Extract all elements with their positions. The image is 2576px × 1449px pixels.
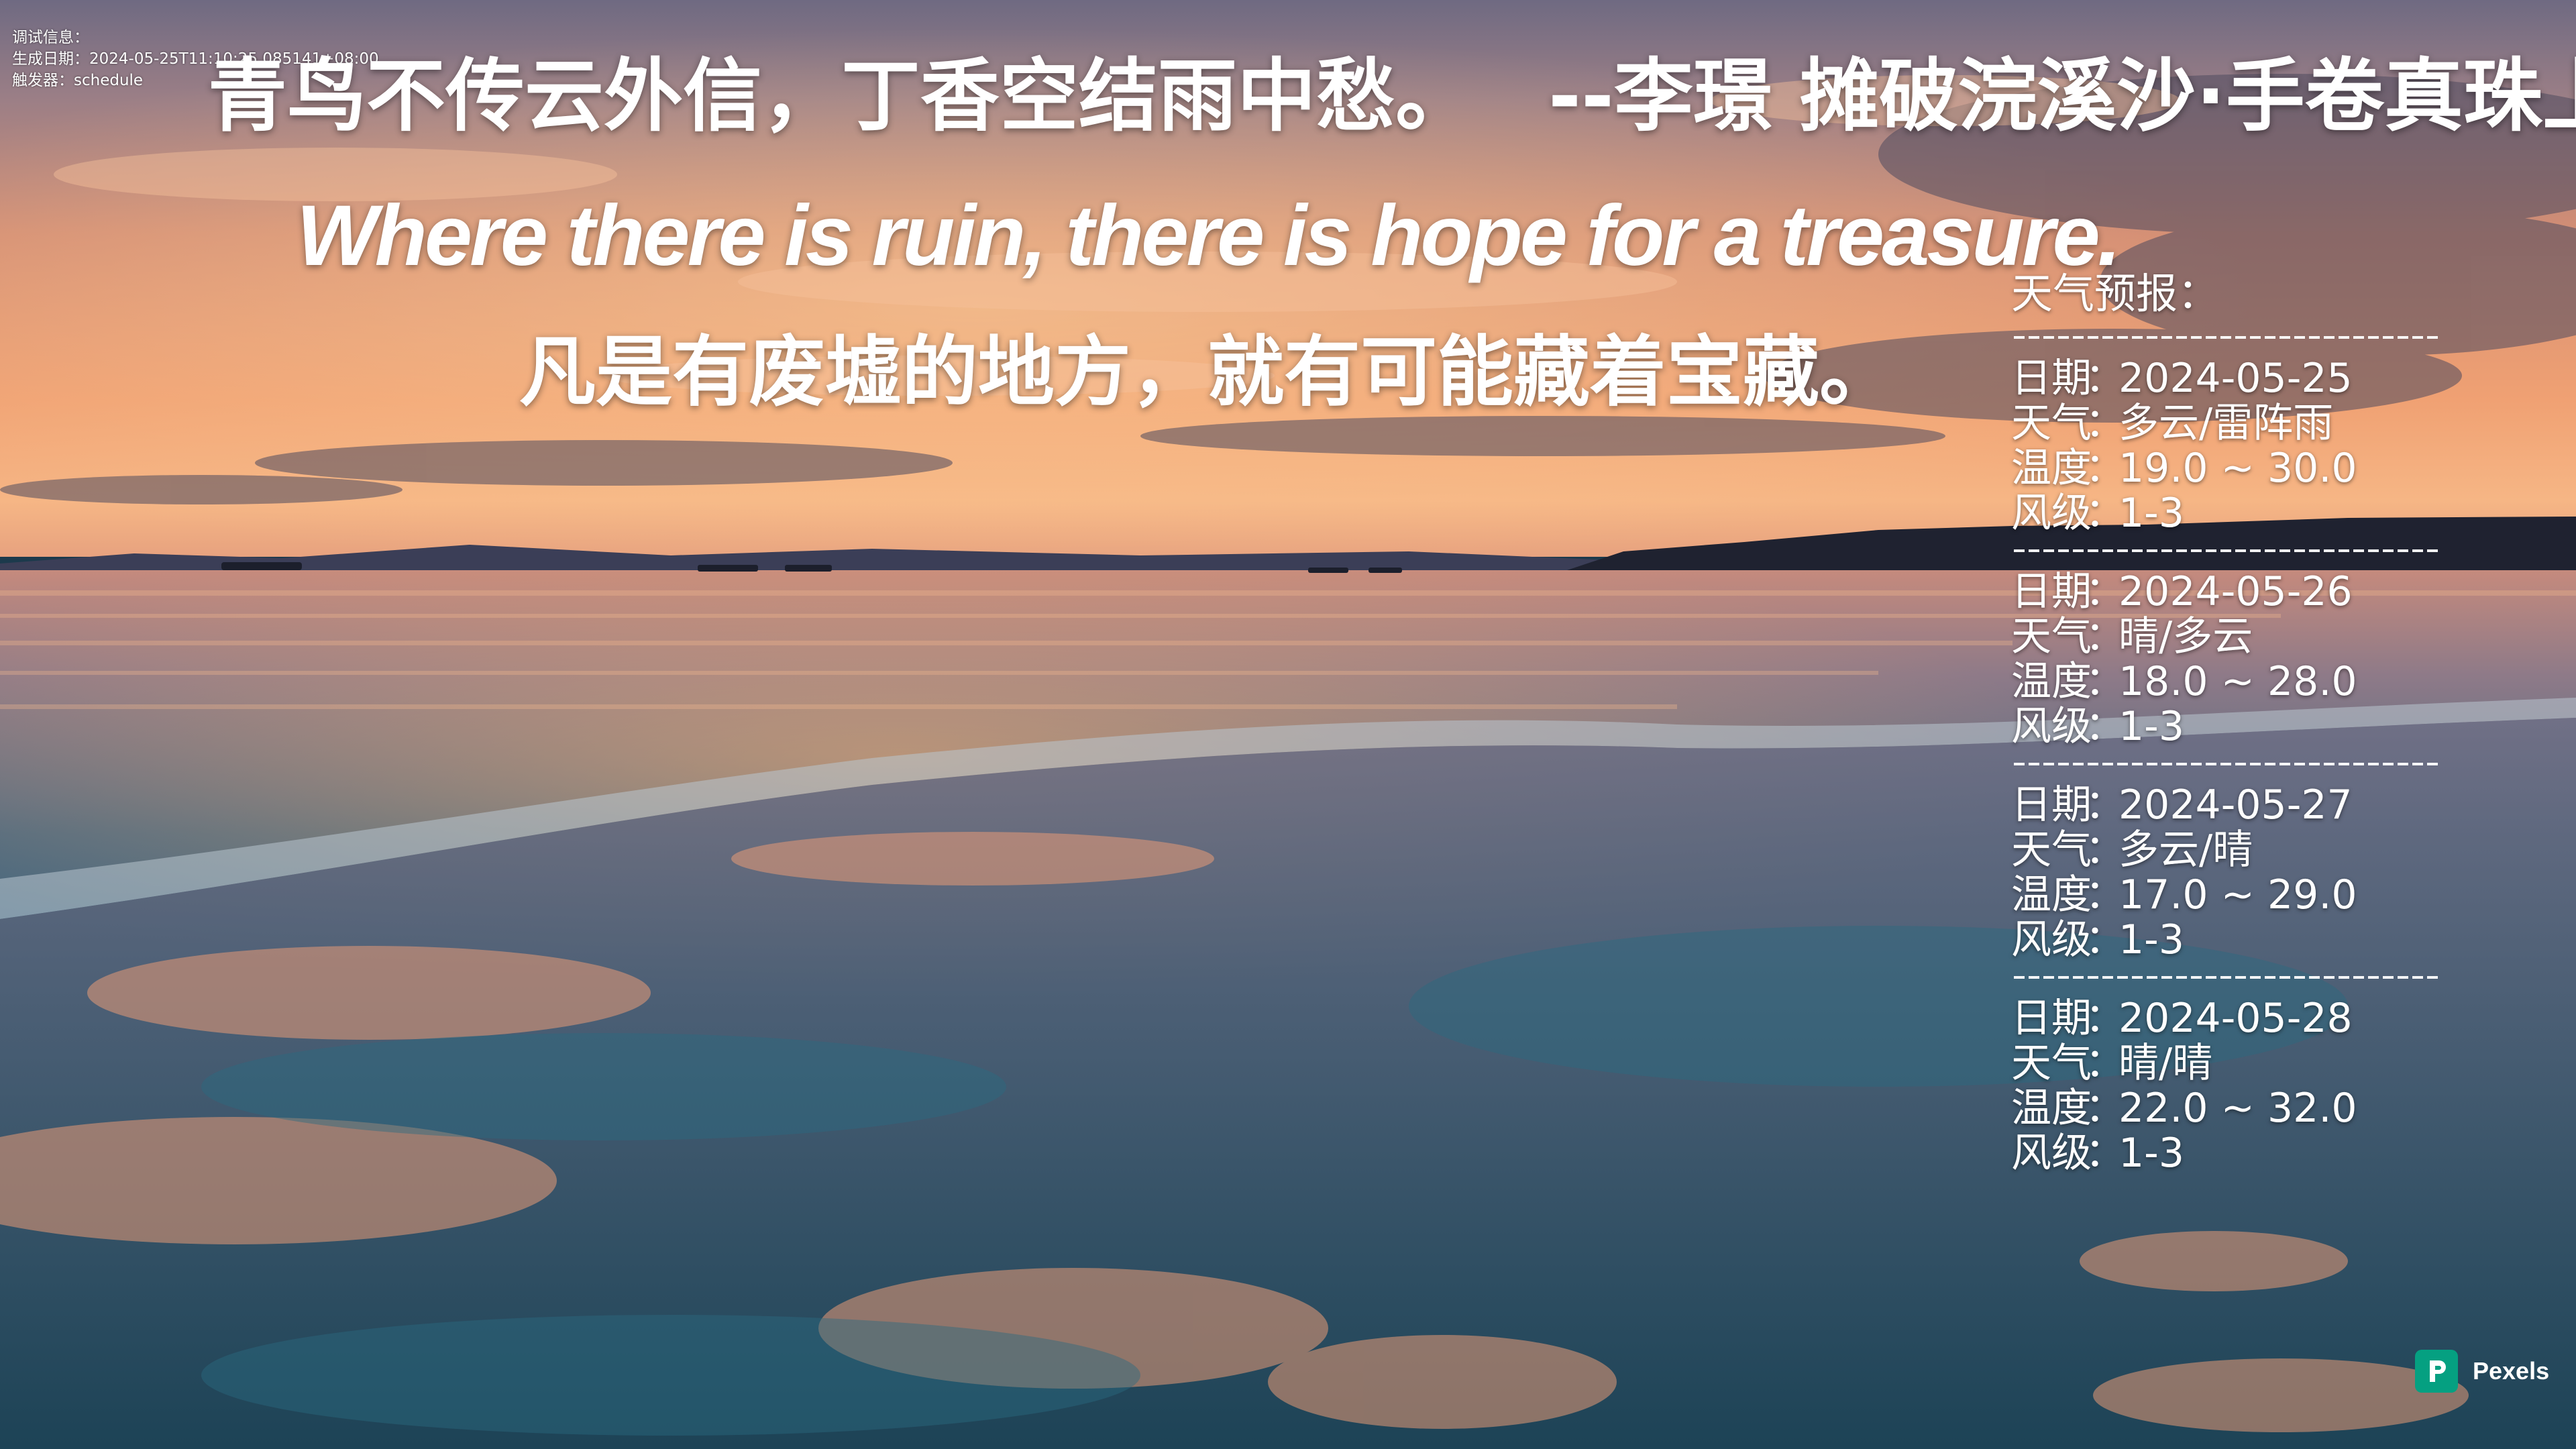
colon: ： xyxy=(2085,658,2125,705)
weather-label: 天气 xyxy=(2011,613,2092,660)
forecast-day: 日期：2024-05-27 天气：多云/晴 温度：17.0 ~ 29.0 风级：… xyxy=(2011,783,2440,963)
weather-title: 天气预报： xyxy=(2011,269,2220,318)
forecast-wind-row: 风级：1-3 xyxy=(2011,491,2440,536)
forecast-date-row: 日期：2024-05-28 xyxy=(2011,996,2440,1041)
forecast-condition: 多云/雷阵雨 xyxy=(2118,400,2334,447)
forecast-date-row: 日期：2024-05-25 xyxy=(2011,356,2440,401)
forecast-wind: 1-3 xyxy=(2118,490,2184,537)
temp-label: 温度 xyxy=(2011,658,2092,705)
pexels-brand-text: Pexels xyxy=(2473,1357,2550,1385)
forecast-day: 日期：2024-05-28 天气：晴/晴 温度：22.0 ~ 32.0 风级：1… xyxy=(2011,996,2440,1176)
pexels-logo-icon xyxy=(2415,1350,2458,1393)
quote-chinese: 凡是有废墟的地方，就有可能藏着宝藏。 xyxy=(519,327,1896,417)
pexels-watermark: Pexels xyxy=(2415,1350,2549,1393)
debug-info: 调试信息： 生成日期：2024-05-25T11:10:25.085141+08… xyxy=(12,27,379,91)
forecast-temp-row: 温度：22.0 ~ 32.0 xyxy=(2011,1086,2440,1131)
forecast-wind-row: 风级：1-3 xyxy=(2011,918,2440,963)
forecast-date: 2024-05-26 xyxy=(2118,568,2353,615)
forecast-temp-row: 温度：19.0 ~ 30.0 xyxy=(2011,446,2440,491)
forecast-temp: 17.0 ~ 29.0 xyxy=(2118,871,2357,918)
forecast-condition: 晴/晴 xyxy=(2118,1040,2213,1087)
separator xyxy=(2014,976,2438,979)
forecast-day: 日期：2024-05-25 天气：多云/雷阵雨 温度：19.0 ~ 30.0 风… xyxy=(2011,356,2440,536)
separator xyxy=(2014,549,2438,552)
colon: ： xyxy=(2085,400,2125,447)
forecast-day: 日期：2024-05-26 天气：晴/多云 温度：18.0 ~ 28.0 风级：… xyxy=(2011,570,2440,749)
forecast-date-row: 日期：2024-05-27 xyxy=(2011,783,2440,828)
colon: ： xyxy=(2085,568,2125,615)
date-label: 日期 xyxy=(2011,995,2092,1042)
weather-forecast-panel: 天气预报： 日期：2024-05-25 天气：多云/雷阵雨 温度：19.0 ~ … xyxy=(2011,265,2440,1176)
date-label: 日期 xyxy=(2011,568,2092,615)
wind-label: 风级 xyxy=(2011,703,2092,750)
forecast-date: 2024-05-27 xyxy=(2118,782,2353,828)
colon: ： xyxy=(2085,613,2125,660)
forecast-weather-row: 天气：多云/晴 xyxy=(2011,828,2440,873)
forecast-date: 2024-05-28 xyxy=(2118,995,2353,1042)
forecast-temp: 19.0 ~ 30.0 xyxy=(2118,445,2357,492)
colon: ： xyxy=(2085,703,2125,750)
date-label: 日期 xyxy=(2011,782,2092,828)
date-label: 日期 xyxy=(2011,355,2092,402)
forecast-date: 2024-05-25 xyxy=(2118,355,2353,402)
forecast-weather-row: 天气：多云/雷阵雨 xyxy=(2011,401,2440,446)
colon: ： xyxy=(2085,445,2125,492)
forecast-temp: 22.0 ~ 32.0 xyxy=(2118,1085,2357,1132)
forecast-wind: 1-3 xyxy=(2118,703,2184,750)
weather-label: 天气 xyxy=(2011,826,2092,873)
forecast-wind: 1-3 xyxy=(2118,916,2184,963)
forecast-temp: 18.0 ~ 28.0 xyxy=(2118,658,2357,705)
forecast-temp-row: 温度：18.0 ~ 28.0 xyxy=(2011,659,2440,704)
colon: ： xyxy=(2085,871,2125,918)
colon: ： xyxy=(2085,782,2125,828)
debug-trigger: 触发器：schedule xyxy=(12,72,144,89)
forecast-condition: 多云/晴 xyxy=(2118,826,2253,873)
weather-label: 天气 xyxy=(2011,1040,2092,1087)
temp-label: 温度 xyxy=(2011,1085,2092,1132)
separator xyxy=(2014,336,2438,339)
forecast-wind-row: 风级：1-3 xyxy=(2011,704,2440,749)
forecast-wind: 1-3 xyxy=(2118,1130,2184,1177)
colon: ： xyxy=(2085,1085,2125,1132)
debug-label: 调试信息： xyxy=(12,29,89,46)
colon: ： xyxy=(2085,490,2125,537)
poem-line: 青鸟不传云外信，丁香空结雨中愁。 --李璟 摊破浣溪沙·手卷真珠上玉钩 xyxy=(208,39,2576,153)
colon: ： xyxy=(2085,1130,2125,1177)
quote-english: Where there is ruin, there is hope for a… xyxy=(296,188,2121,284)
colon: ： xyxy=(2085,916,2125,963)
forecast-weather-row: 天气：晴/晴 xyxy=(2011,1041,2440,1086)
colon: ： xyxy=(2085,995,2125,1042)
debug-generated-date: 生成日期：2024-05-25T11:10:25.085141+08:00 xyxy=(12,50,379,68)
wind-label: 风级 xyxy=(2011,916,2092,963)
separator xyxy=(2014,763,2438,765)
wind-label: 风级 xyxy=(2011,490,2092,537)
temp-label: 温度 xyxy=(2011,871,2092,918)
weather-label: 天气 xyxy=(2011,400,2092,447)
forecast-wind-row: 风级：1-3 xyxy=(2011,1131,2440,1176)
poem-text: 青鸟不传云外信，丁香空结雨中愁。 xyxy=(208,50,1475,142)
colon: ： xyxy=(2085,1040,2125,1087)
forecast-weather-row: 天气：晴/多云 xyxy=(2011,614,2440,659)
forecast-condition: 晴/多云 xyxy=(2118,613,2253,660)
temp-label: 温度 xyxy=(2011,445,2092,492)
poem-attribution: --李璟 摊破浣溪沙·手卷真珠上玉钩 xyxy=(1548,50,2576,142)
forecast-date-row: 日期：2024-05-26 xyxy=(2011,570,2440,614)
wind-label: 风级 xyxy=(2011,1130,2092,1177)
forecast-temp-row: 温度：17.0 ~ 29.0 xyxy=(2011,873,2440,918)
colon: ： xyxy=(2085,355,2125,402)
colon: ： xyxy=(2085,826,2125,873)
